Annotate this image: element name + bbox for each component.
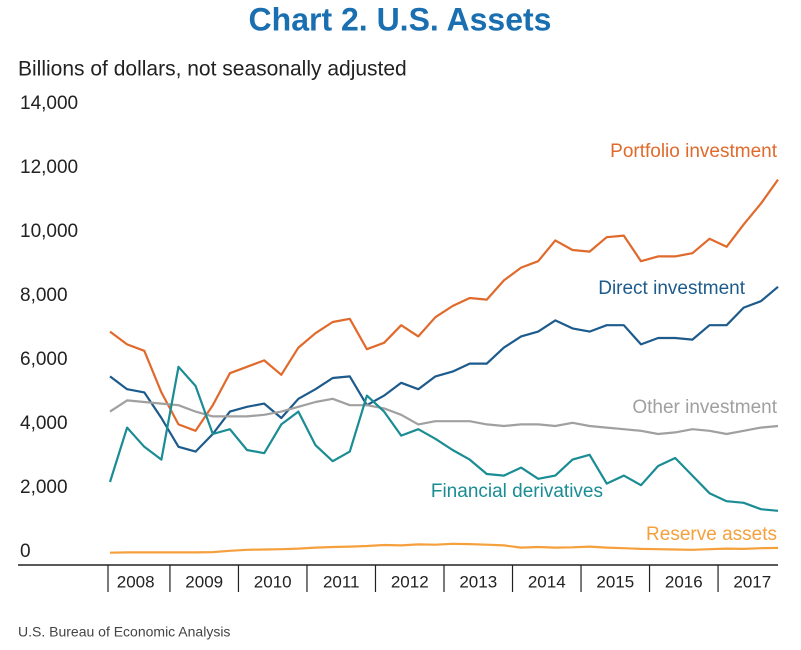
x-tick-label: 2013	[459, 572, 497, 591]
series-line	[109, 397, 779, 436]
x-tick-label: 2011	[323, 572, 360, 591]
x-tick-label: 2010	[254, 572, 292, 591]
series-line	[109, 178, 779, 432]
x-tick-label: 2012	[391, 572, 429, 591]
y-tick-label: 10,000	[20, 221, 78, 242]
y-tick-label: 0	[20, 541, 31, 562]
series-line	[108, 365, 779, 512]
x-tick-label: 2017	[733, 572, 771, 591]
y-tick-label: 6,000	[20, 349, 68, 370]
y-tick-label: 2,000	[20, 477, 68, 498]
series-label: Reserve assets	[646, 524, 777, 545]
x-tick-label: 2016	[665, 572, 703, 591]
series-line	[109, 542, 779, 554]
x-tick-label: 2008	[117, 572, 155, 591]
source: U.S. Bureau of Economic Analysis	[18, 624, 230, 640]
series-label: Portfolio investment	[610, 141, 778, 162]
y-tick-label: 12,000	[20, 157, 78, 178]
y-tick-label: 4,000	[20, 413, 68, 434]
chart-subtitle: Billions of dollars, not seasonally adju…	[18, 58, 407, 81]
series-label: Direct investment	[598, 278, 745, 299]
x-tick-label: 2014	[528, 572, 566, 591]
series-line	[109, 285, 779, 453]
y-tick-label: 8,000	[20, 285, 68, 306]
series-label: Financial derivatives	[431, 481, 603, 502]
x-tick-label: 2015	[596, 572, 634, 591]
y-tick-label: 14,000	[20, 93, 78, 114]
chart-title: Chart 2. U.S. Assets	[249, 1, 552, 37]
series-label: Other investment	[632, 397, 777, 418]
x-tick-label: 2009	[185, 572, 223, 591]
